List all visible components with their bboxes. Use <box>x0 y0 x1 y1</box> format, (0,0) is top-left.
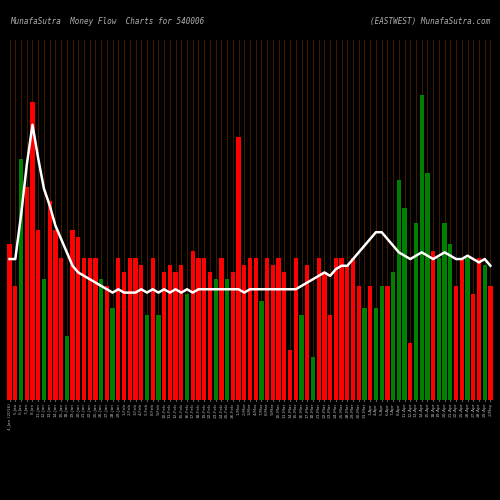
Bar <box>471 294 476 400</box>
Bar <box>477 258 481 400</box>
Bar <box>162 272 166 400</box>
Bar <box>122 272 126 400</box>
Bar <box>64 336 69 400</box>
Bar <box>179 265 184 400</box>
Bar <box>30 102 34 400</box>
Bar <box>408 343 412 400</box>
Bar <box>208 272 212 400</box>
Bar <box>242 265 246 400</box>
Bar <box>48 202 52 400</box>
Bar <box>402 208 406 400</box>
Bar <box>196 258 200 400</box>
Bar <box>482 265 487 400</box>
Bar <box>340 258 344 400</box>
Bar <box>24 187 29 400</box>
Bar <box>276 258 281 400</box>
Bar <box>368 286 372 400</box>
Bar <box>265 258 270 400</box>
Bar <box>76 237 80 400</box>
Bar <box>116 258 120 400</box>
Bar <box>420 95 424 400</box>
Bar <box>300 315 304 400</box>
Bar <box>305 265 310 400</box>
Bar <box>156 315 160 400</box>
Bar <box>19 159 23 400</box>
Bar <box>214 280 218 400</box>
Bar <box>104 286 109 400</box>
Bar <box>488 286 492 400</box>
Bar <box>134 258 138 400</box>
Bar <box>53 230 58 400</box>
Bar <box>316 258 321 400</box>
Bar <box>150 258 155 400</box>
Bar <box>8 244 12 400</box>
Bar <box>225 280 229 400</box>
Bar <box>248 258 252 400</box>
Bar <box>414 222 418 400</box>
Bar <box>282 272 286 400</box>
Bar <box>99 280 103 400</box>
Bar <box>294 258 298 400</box>
Bar <box>385 286 390 400</box>
Bar <box>219 258 224 400</box>
Bar <box>362 308 366 400</box>
Bar <box>426 173 430 400</box>
Bar <box>345 265 350 400</box>
Bar <box>437 258 441 400</box>
Bar <box>431 251 436 400</box>
Bar <box>271 265 275 400</box>
Bar <box>380 286 384 400</box>
Bar <box>88 258 92 400</box>
Bar <box>328 315 332 400</box>
Bar <box>36 230 40 400</box>
Bar <box>236 138 240 400</box>
Bar <box>13 286 18 400</box>
Bar <box>70 230 74 400</box>
Bar <box>128 258 132 400</box>
Bar <box>42 280 46 400</box>
Bar <box>448 244 452 400</box>
Bar <box>190 251 195 400</box>
Bar <box>466 258 469 400</box>
Text: (EASTWEST) MunafaSutra.com: (EASTWEST) MunafaSutra.com <box>370 16 490 26</box>
Bar <box>174 272 178 400</box>
Bar <box>185 294 189 400</box>
Bar <box>351 258 355 400</box>
Bar <box>145 315 149 400</box>
Bar <box>230 272 235 400</box>
Bar <box>396 180 401 400</box>
Bar <box>288 350 292 400</box>
Bar <box>356 286 361 400</box>
Bar <box>254 258 258 400</box>
Bar <box>82 258 86 400</box>
Bar <box>334 258 338 400</box>
Bar <box>454 286 458 400</box>
Bar <box>139 265 143 400</box>
Bar <box>322 272 326 400</box>
Bar <box>374 308 378 400</box>
Bar <box>442 222 447 400</box>
Bar <box>460 258 464 400</box>
Bar <box>168 265 172 400</box>
Bar <box>260 300 264 400</box>
Bar <box>59 258 63 400</box>
Bar <box>110 308 115 400</box>
Text: MunafaSutra  Money Flow  Charts for 540006: MunafaSutra Money Flow Charts for 540006 <box>10 16 204 26</box>
Bar <box>202 258 206 400</box>
Bar <box>391 272 396 400</box>
Bar <box>311 358 315 400</box>
Bar <box>94 258 98 400</box>
